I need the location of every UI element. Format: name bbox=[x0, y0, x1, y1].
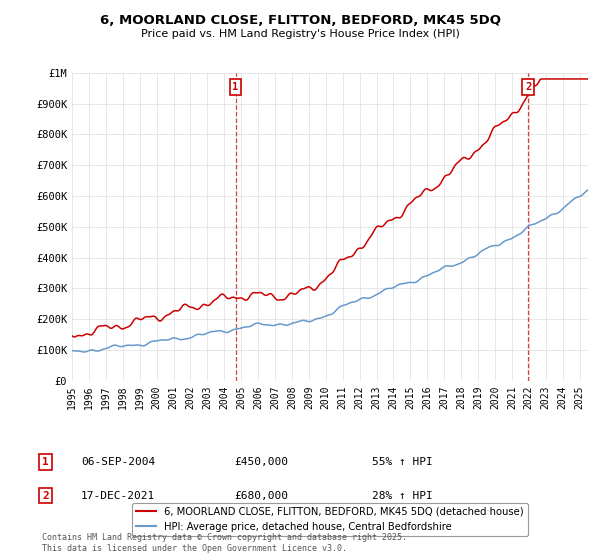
Text: 55% ↑ HPI: 55% ↑ HPI bbox=[372, 457, 433, 467]
Text: 1: 1 bbox=[232, 82, 239, 92]
Text: 2: 2 bbox=[42, 491, 49, 501]
Text: 1: 1 bbox=[42, 457, 49, 467]
Text: Contains HM Land Registry data © Crown copyright and database right 2025.
This d: Contains HM Land Registry data © Crown c… bbox=[42, 533, 407, 553]
Legend: 6, MOORLAND CLOSE, FLITTON, BEDFORD, MK45 5DQ (detached house), HPI: Average pri: 6, MOORLAND CLOSE, FLITTON, BEDFORD, MK4… bbox=[132, 503, 528, 536]
Text: 06-SEP-2004: 06-SEP-2004 bbox=[81, 457, 155, 467]
Text: 17-DEC-2021: 17-DEC-2021 bbox=[81, 491, 155, 501]
Text: £680,000: £680,000 bbox=[234, 491, 288, 501]
Text: 2: 2 bbox=[525, 82, 531, 92]
Text: 6, MOORLAND CLOSE, FLITTON, BEDFORD, MK45 5DQ: 6, MOORLAND CLOSE, FLITTON, BEDFORD, MK4… bbox=[100, 14, 500, 27]
Text: £450,000: £450,000 bbox=[234, 457, 288, 467]
Text: 28% ↑ HPI: 28% ↑ HPI bbox=[372, 491, 433, 501]
Text: Price paid vs. HM Land Registry's House Price Index (HPI): Price paid vs. HM Land Registry's House … bbox=[140, 29, 460, 39]
